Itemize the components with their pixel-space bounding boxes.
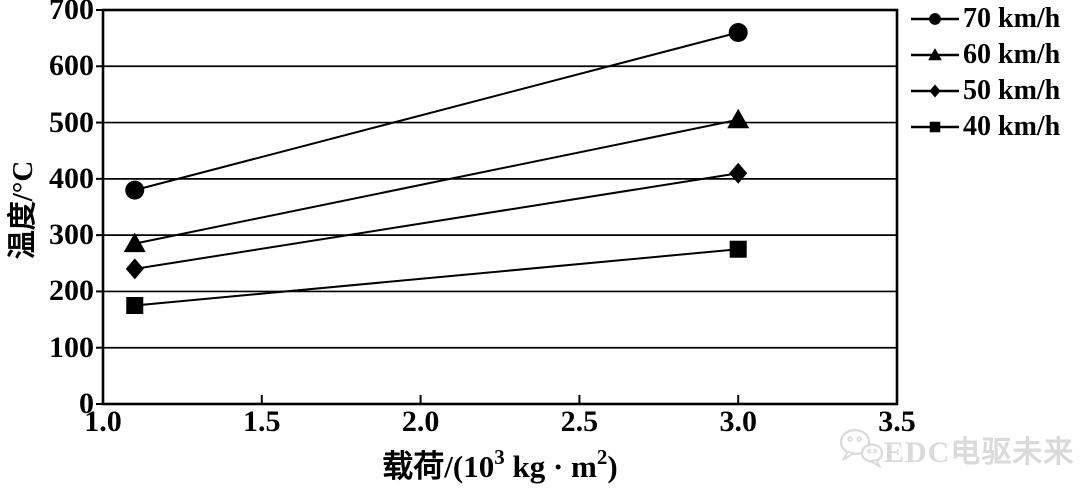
x-tick-label: 2.5 xyxy=(560,405,599,438)
legend-label: 70 km/h xyxy=(963,3,1061,34)
x-axis-title-superscript: 3 xyxy=(494,444,505,469)
x-tick-label: 3.0 xyxy=(719,405,757,438)
legend-marker-circle xyxy=(911,13,959,25)
x-tick-label: 1.0 xyxy=(84,405,122,438)
square-marker xyxy=(929,121,941,133)
y-tick-label: 500 xyxy=(49,105,94,139)
triangle-marker xyxy=(727,108,750,129)
legend-label: 40 km/h xyxy=(963,111,1061,142)
x-axis-title: 载荷/(103 kg · m2) xyxy=(103,441,897,486)
triangle-marker xyxy=(123,232,146,253)
wechat-icon xyxy=(839,428,884,468)
legend: 70 km/h 60 km/h 50 km/h 40 km/h xyxy=(910,1,1060,145)
watermark-text: EDC电驱未来 xyxy=(884,436,1075,469)
circle-marker xyxy=(125,180,145,200)
x-tick-label: 3.5 xyxy=(878,405,916,438)
circle-marker xyxy=(929,13,941,25)
y-tick-label: 700 xyxy=(49,0,94,26)
series-line xyxy=(134,118,739,245)
x-axis-title-text: 载荷/(10 xyxy=(382,449,495,484)
y-tick-label: 200 xyxy=(49,274,94,308)
series-line xyxy=(134,31,739,192)
y-axis-title: 温度/°C xyxy=(7,160,39,260)
x-axis-title-superscript: 2 xyxy=(596,444,608,469)
plot-border xyxy=(101,8,899,406)
diamond-marker xyxy=(125,258,144,280)
y-tick-label: 600 xyxy=(49,49,94,83)
y-tick-label: 100 xyxy=(49,330,94,364)
triangle-marker xyxy=(928,48,942,61)
y-tick-label: 300 xyxy=(49,218,94,252)
square-marker xyxy=(729,240,747,258)
x-axis-title-text: kg · m xyxy=(504,449,597,484)
legend-item: 70 km/h xyxy=(910,1,1060,37)
watermark: EDC电驱未来 xyxy=(838,426,1074,472)
circle-marker xyxy=(728,23,748,43)
legend-marker-square xyxy=(911,121,959,133)
diamond-marker xyxy=(929,84,941,98)
legend-label: 60 km/h xyxy=(963,39,1061,70)
diamond-marker xyxy=(729,162,748,184)
legend-item: 50 km/h xyxy=(910,73,1060,109)
series-line xyxy=(134,172,739,270)
y-tick-label: 400 xyxy=(49,161,94,195)
legend-marker-diamond xyxy=(911,84,959,98)
square-marker xyxy=(126,297,144,314)
legend-marker-triangle xyxy=(911,48,959,61)
x-tick-label: 1.5 xyxy=(243,405,281,438)
x-tick-label: 2.0 xyxy=(401,405,440,438)
legend-item: 60 km/h xyxy=(910,37,1060,73)
series-line xyxy=(134,248,739,307)
y-tick-label: 0 xyxy=(79,387,94,420)
legend-label: 50 km/h xyxy=(963,75,1061,106)
x-axis-title-text: ) xyxy=(607,449,618,484)
legend-item: 40 km/h xyxy=(910,109,1060,145)
